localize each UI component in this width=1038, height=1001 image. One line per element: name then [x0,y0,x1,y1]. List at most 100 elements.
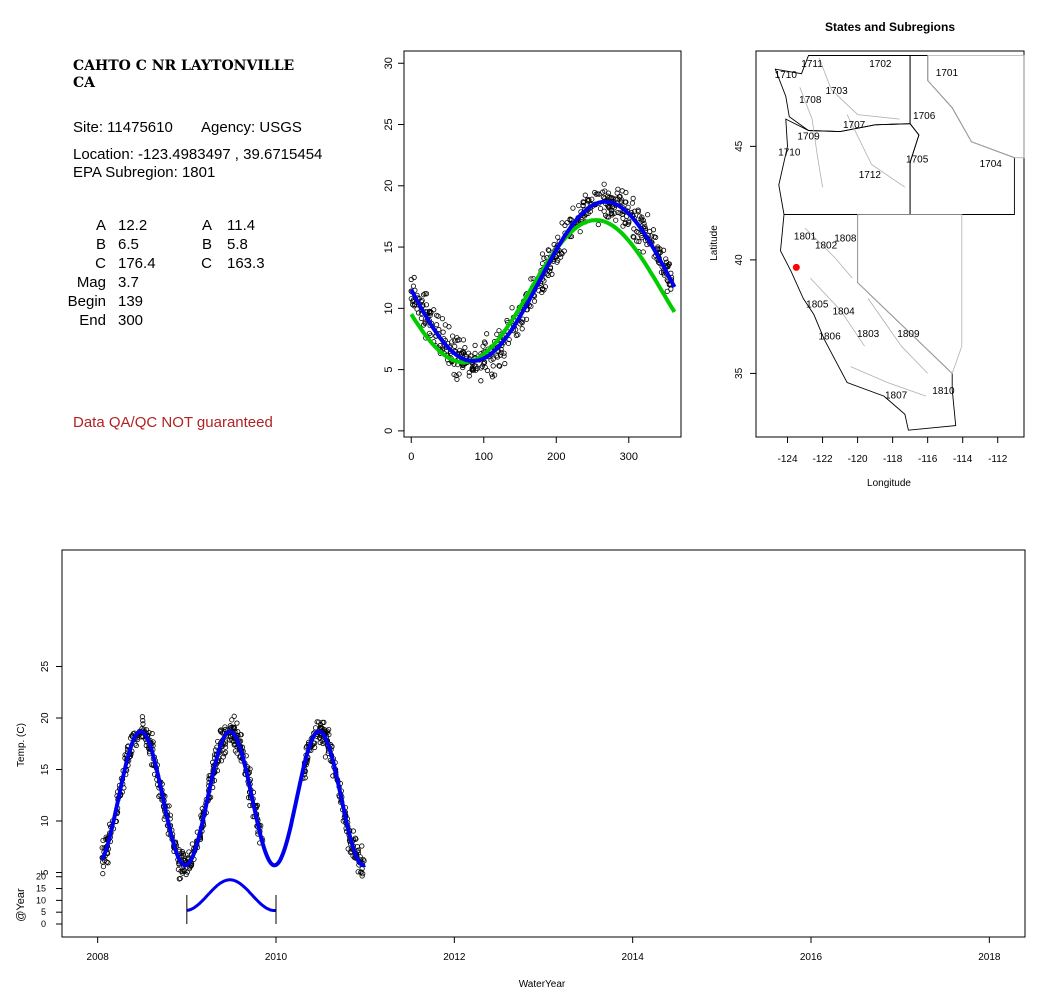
seasonal-point [559,251,565,257]
seasonal-point [645,212,651,218]
seasonal-point [631,208,638,214]
timeseries-point [316,719,322,725]
seasonal-blue-fit-line [409,199,677,363]
seasonal-point [642,223,648,229]
timeseries-point [317,735,323,741]
timeseries-axes: 2008 2010 2012 2014 2016 20185101520250510152… [36,661,1001,963]
seasonal-point [617,210,623,216]
timeseries-point [232,748,238,754]
timeseries-point [220,754,226,760]
seasonal-plot-frame [403,50,682,438]
seasonal-point [492,372,498,378]
seasonal-point [469,367,475,373]
seasonal-point [608,210,614,216]
timeseries-point [100,837,106,844]
seasonal-point [541,255,547,261]
region-label: 1704 [980,159,1003,170]
seasonal-x-tick-label: 0 [408,451,414,463]
seasonal-point [469,365,475,371]
seasonal-point [501,350,507,356]
seasonal-axes: 0 100 200 300 0 5 10 15 20 25 30 [383,57,638,463]
map-y-tick-label: 35 [734,367,745,379]
seasonal-point [626,220,632,226]
seasonal-point [449,339,455,345]
timeseries-point [355,869,361,875]
timeseries-point [353,836,359,842]
param-value: 6.5 [118,236,139,253]
timeseries-y-tick-label: 15 [40,764,51,776]
timeseries-point [312,725,319,731]
region-map: States and Subregions 171117101702170117… [709,20,1025,489]
seasonal-point [457,347,463,353]
seasonal-y-tick-label: 0 [383,428,395,434]
seasonal-point [620,223,626,229]
timeseries-y-tick-label: 25 [40,661,51,673]
subregion-outline [857,214,963,375]
param-label: A [95,217,106,234]
seasonal-point [520,316,526,322]
site-name-line2: CA [73,75,96,91]
region-label: 1803 [857,329,880,340]
seasonal-point [555,234,561,240]
seasonal-point [549,271,555,277]
timeseries-x-tick-label: 2018 [978,952,1001,963]
timeseries-point [234,720,240,726]
param-value: 11.4 [227,217,256,234]
timeseries-point [359,843,365,849]
seasonal-point [452,338,458,344]
seasonal-point [434,322,440,328]
timeseries-y-tick-label: 20 [40,712,51,724]
param-value: 3.7 [118,274,139,291]
timeseries-point [312,744,318,751]
map-y-tick-label: 40 [734,254,745,266]
timeseries-point [358,869,364,876]
seasonal-point [411,274,417,281]
region-label: 1705 [906,154,929,165]
timeseries-point [345,846,351,852]
seasonal-point [580,202,586,208]
timeseries-ylabel2: @Year [15,888,27,922]
seasonal-point [428,309,434,315]
subregion-boundary [850,366,927,397]
timeseries-point [229,717,235,723]
region-label: 1706 [913,111,936,122]
seasonal-y-tick-label: 5 [383,367,395,373]
year-y-tick-label: 20 [36,872,46,882]
agency: Agency: USGS [201,119,302,136]
timeseries-x-tick-label: 2016 [800,952,823,963]
epa-subregion: EPA Subregion: 1801 [73,164,216,181]
seasonal-point [478,378,484,384]
seasonal-point [586,197,592,203]
seasonal-point [545,272,551,278]
map-x-tick-label: -112 [988,454,1008,465]
timeseries-point [235,729,241,735]
seasonal-point [623,189,629,196]
seasonal-point [579,216,585,223]
seasonal-point [462,345,468,351]
site-name-line1: CAHTO C NR LAYTONVILLE [73,58,295,74]
seasonal-point [602,212,609,218]
seasonal-point [625,204,631,210]
seasonal-point [531,298,538,304]
seasonal-point [630,234,636,240]
timeseries-point [222,749,229,755]
seasonal-point [631,226,637,232]
seasonal-point [635,207,641,213]
seasonal-point [426,330,432,337]
map-axes: -124 -122 -120 -118 -116 -114 -112 35 40 45 [734,140,1008,465]
seasonal-point [638,233,644,239]
map-xlabel: Longitude [867,478,911,489]
timeseries-point [222,724,228,730]
seasonal-y-tick-label: 25 [383,118,395,130]
param-value: 139 [118,293,144,310]
param-label: A [201,217,212,234]
timeseries-chart: 2008 2010 2012 2014 2016 20185101520250510152… [15,549,1026,990]
seasonal-point [605,190,612,196]
seasonal-y-tick-label: 10 [383,302,395,314]
timeseries-point [180,851,187,857]
subregion-boundary [867,298,928,374]
seasonal-point [437,342,443,349]
seasonal-point [634,238,640,244]
timeseries-point [221,751,227,757]
